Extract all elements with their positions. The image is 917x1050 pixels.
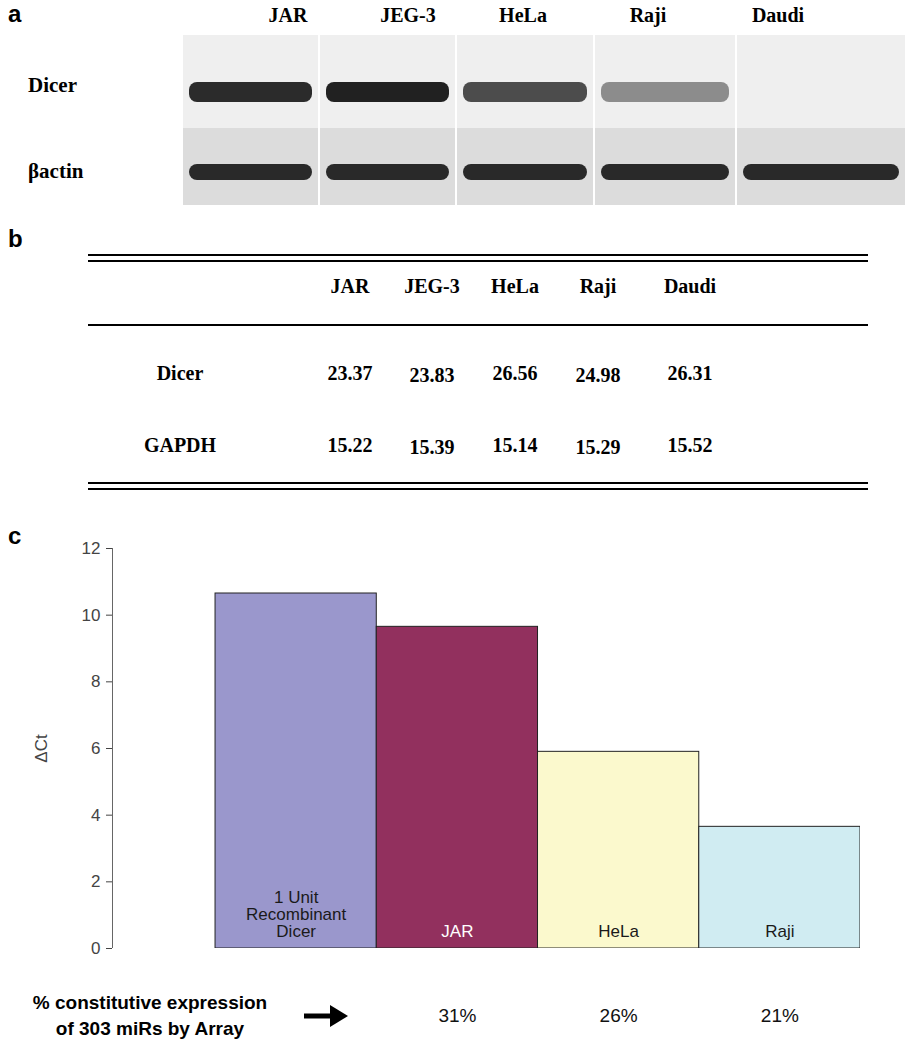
svg-text:JEG-3: JEG-3 — [404, 275, 460, 297]
html-text:of 303 miRs by Array: of 303 miRs by Array — [55, 1018, 245, 1039]
svg-text:2: 2 — [91, 872, 100, 891]
svg-text:Raji: Raji — [765, 922, 794, 941]
svg-text:6: 6 — [91, 739, 100, 758]
svg-text:26.31: 26.31 — [668, 362, 713, 384]
svg-text:JEG-3: JEG-3 — [380, 4, 436, 26]
svg-text:15.14: 15.14 — [493, 434, 538, 456]
svg-text:HeLa: HeLa — [499, 4, 547, 26]
svg-text:15.29: 15.29 — [576, 436, 621, 458]
svg-text:12: 12 — [82, 539, 101, 558]
svg-text:HeLa: HeLa — [491, 275, 539, 297]
svg-text:HeLa: HeLa — [598, 922, 639, 941]
svg-text:βactin: βactin — [28, 159, 84, 183]
svg-text:26.56: 26.56 — [493, 362, 538, 384]
svg-text:24.98: 24.98 — [576, 364, 621, 386]
svg-text:a: a — [8, 0, 22, 27]
svg-text:Daudi: Daudi — [664, 275, 717, 297]
svg-text:23.37: 23.37 — [328, 362, 373, 384]
svg-text:GAPDH: GAPDH — [144, 434, 217, 456]
svg-text:4: 4 — [91, 806, 100, 825]
svg-text:8: 8 — [91, 672, 100, 691]
svg-text:0: 0 — [91, 939, 100, 958]
svg-text:Dicer: Dicer — [28, 73, 77, 97]
html-text:c: c — [8, 522, 22, 549]
svg-text:15.22: 15.22 — [328, 434, 373, 456]
html-text:% constitutive expression: % constitutive expression — [32, 992, 268, 1013]
svg-text:Daudi: Daudi — [752, 4, 805, 26]
svg-text:b: b — [8, 225, 23, 252]
svg-text:15.52: 15.52 — [668, 434, 713, 456]
svg-text:JAR: JAR — [269, 4, 308, 26]
svg-text:Raji: Raji — [580, 275, 617, 298]
svg-text:JAR: JAR — [331, 275, 370, 297]
svg-text:31%: 31% — [438, 1005, 476, 1026]
svg-text:1 UnitRecombinantDicer: 1 UnitRecombinantDicer — [246, 888, 346, 941]
svg-text:21%: 21% — [761, 1005, 799, 1026]
svg-text:26%: 26% — [600, 1005, 638, 1026]
svg-text:JAR: JAR — [441, 922, 473, 941]
svg-text:10: 10 — [82, 606, 101, 625]
svg-text:ΔCt: ΔCt — [32, 734, 51, 763]
svg-text:23.83: 23.83 — [410, 364, 455, 386]
svg-text:Dicer: Dicer — [157, 362, 204, 384]
svg-text:15.39: 15.39 — [410, 436, 455, 458]
svg-text:Raji: Raji — [630, 4, 667, 27]
